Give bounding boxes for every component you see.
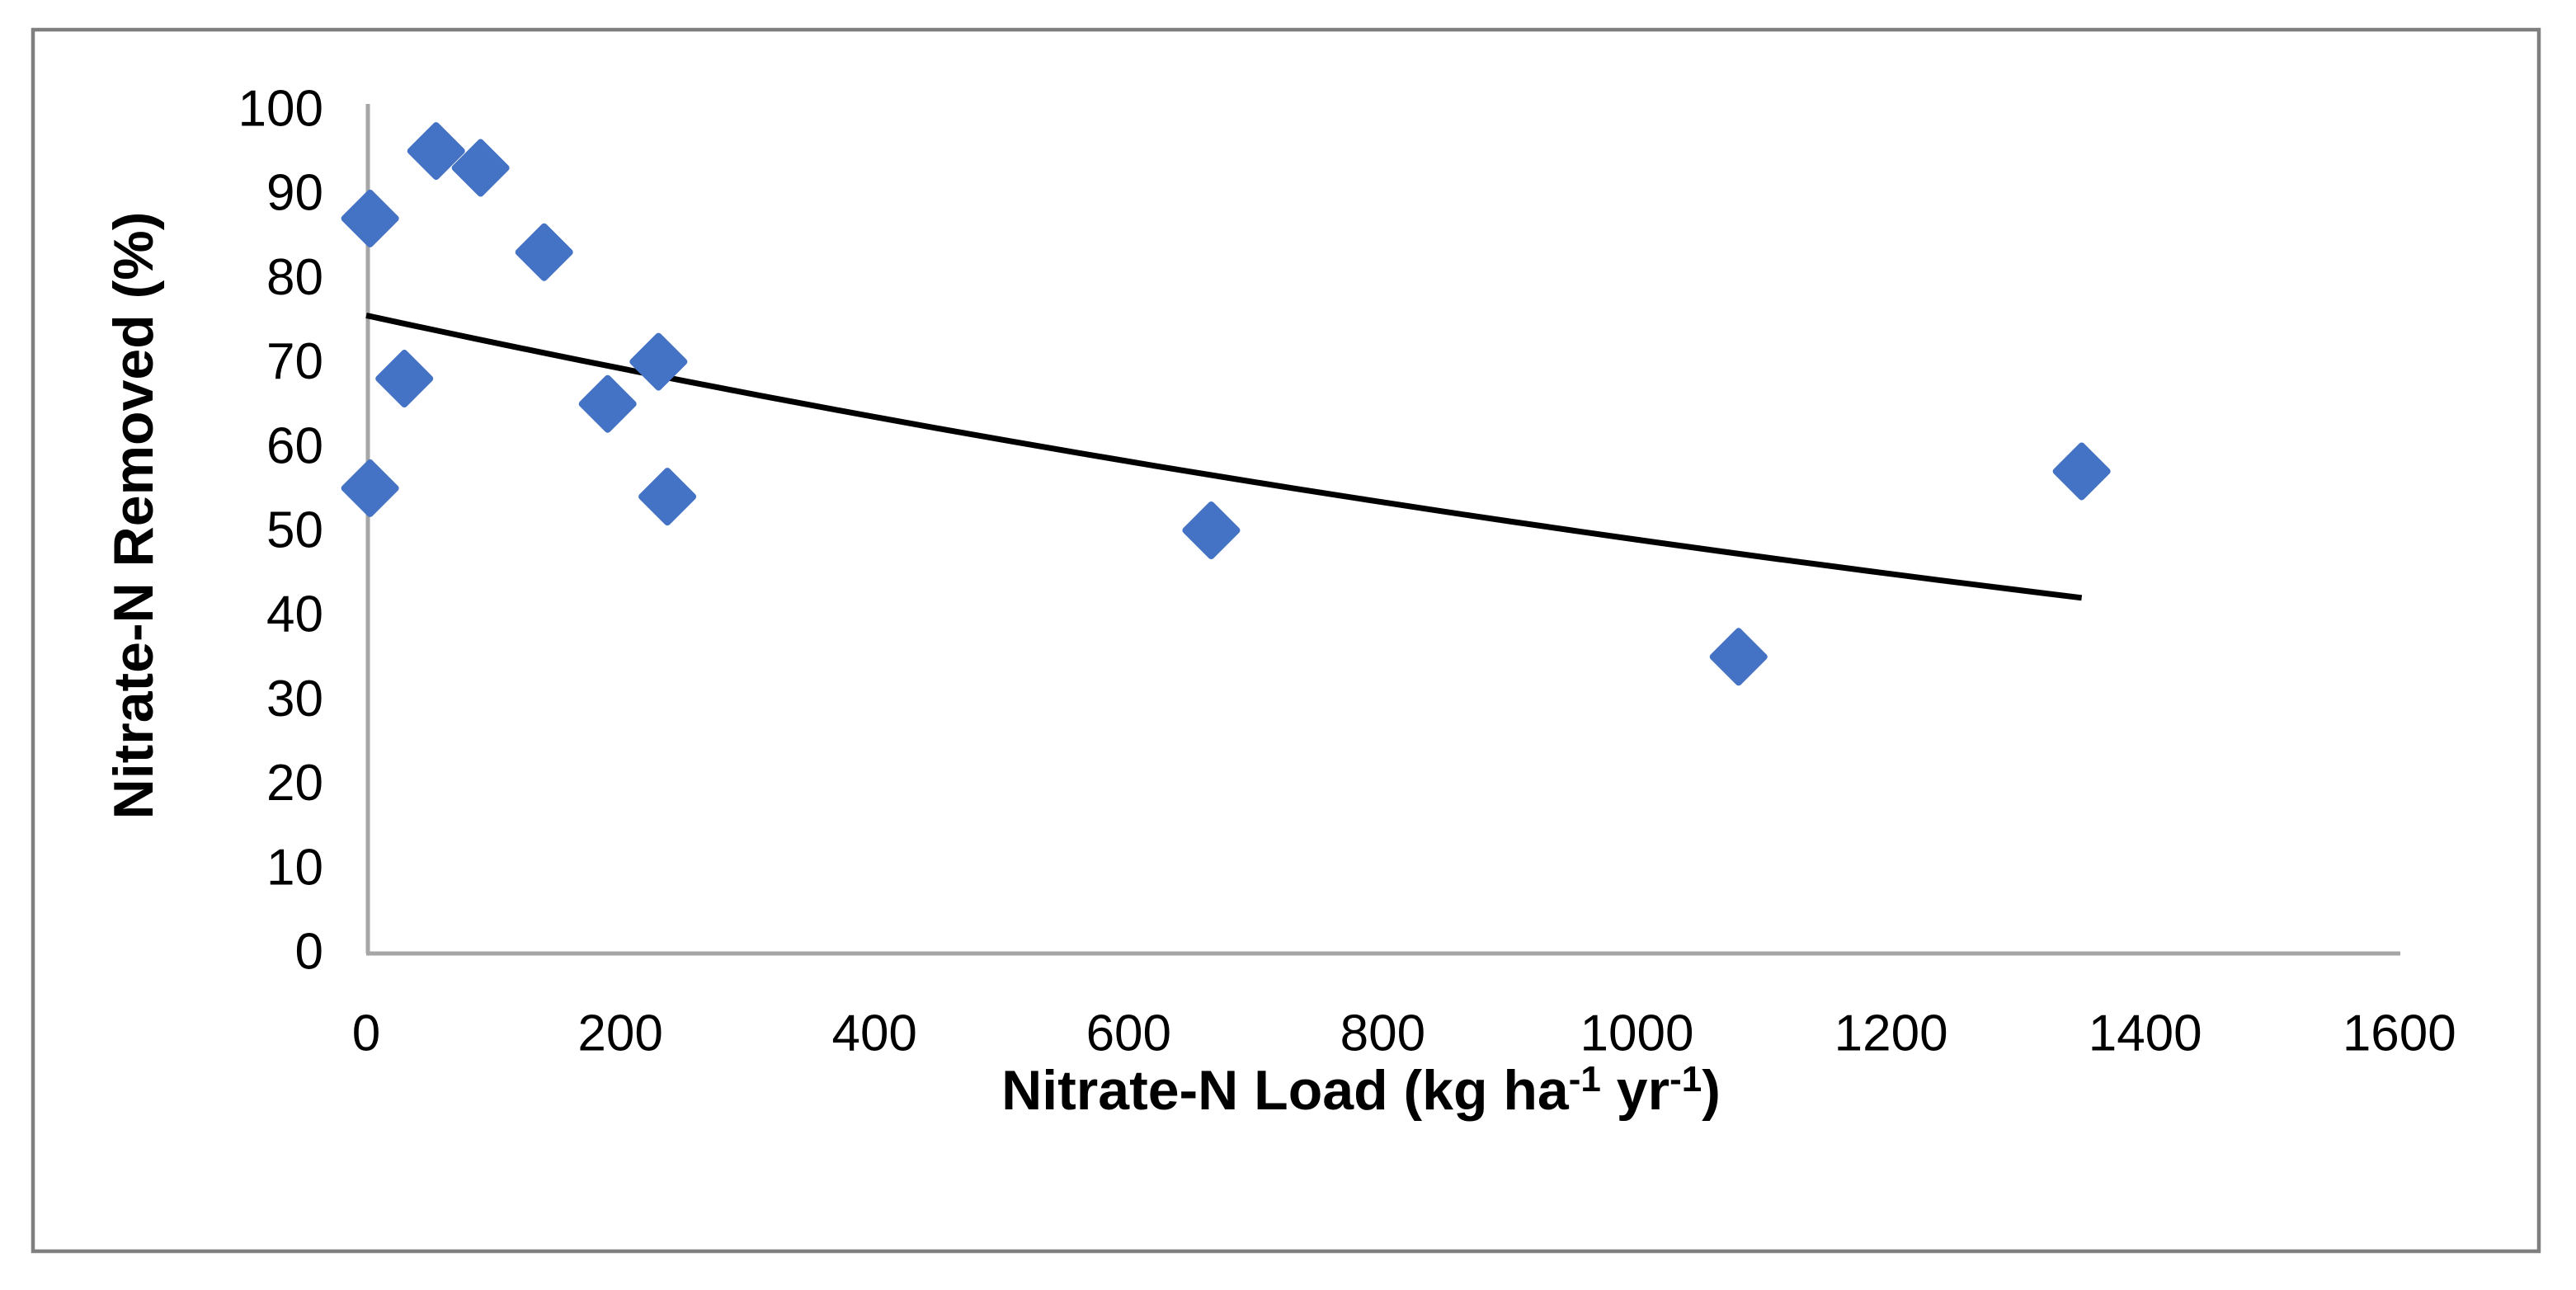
y-tick-label: 50 [266, 502, 323, 559]
data-point-marker [1182, 501, 1241, 559]
x-tick-label: 0 [352, 1005, 380, 1062]
data-point-marker [2052, 442, 2111, 501]
x-tick-label: 400 [831, 1005, 916, 1062]
data-point-marker [341, 189, 399, 247]
x-tick-label: 1200 [1834, 1005, 1948, 1062]
data-point-marker [1709, 628, 1768, 686]
y-tick-labels: 0 10 20 30 40 50 60 70 80 90 100 [238, 81, 323, 981]
y-tick-label: 30 [266, 671, 323, 727]
data-point-marker [375, 350, 434, 408]
data-point-marker [341, 459, 399, 517]
data-point-marker [578, 374, 637, 433]
data-point-marker [451, 139, 510, 197]
data-points-group [341, 122, 2111, 686]
y-tick-label: 40 [266, 586, 323, 643]
x-tick-label: 1400 [2089, 1005, 2202, 1062]
x-tick-label: 600 [1086, 1005, 1171, 1062]
figure-border [31, 27, 2541, 1254]
data-point-marker [515, 223, 573, 281]
x-tick-label: 800 [1340, 1005, 1425, 1062]
y-tick-label: 0 [295, 924, 323, 981]
x-tick-label: 1000 [1580, 1005, 1694, 1062]
x-tick-labels: 0 200 400 600 800 1000 1200 1400 1600 [352, 1005, 2456, 1062]
y-tick-label: 90 [266, 165, 323, 222]
data-point-marker [629, 332, 688, 391]
y-tick-label: 10 [266, 839, 323, 896]
y-axis-title: Nitrate-N Removed (%) [102, 212, 165, 820]
data-point-marker [638, 468, 697, 526]
x-tick-label: 200 [577, 1005, 662, 1062]
data-point-marker [407, 122, 465, 181]
y-tick-label: 70 [266, 333, 323, 390]
y-tick-label: 100 [238, 81, 323, 138]
y-tick-label: 60 [266, 417, 323, 474]
x-tick-label: 1600 [2343, 1005, 2456, 1062]
y-tick-label: 20 [266, 755, 323, 812]
y-tick-label: 80 [266, 249, 323, 306]
x-axis-title: Nitrate-N Load (kg ha-1 yr-1) [1001, 1059, 1721, 1122]
trendline [365, 312, 2083, 601]
